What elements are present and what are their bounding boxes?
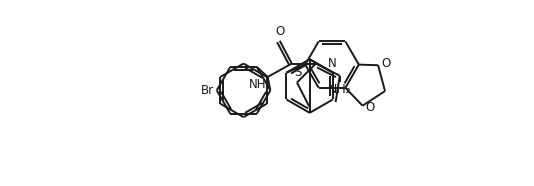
Text: O: O: [365, 101, 375, 114]
Text: O: O: [275, 25, 285, 38]
Text: NH: NH: [249, 78, 266, 91]
Text: Br: Br: [201, 84, 214, 97]
Text: S: S: [294, 65, 302, 78]
Text: N: N: [327, 57, 336, 70]
Text: O: O: [381, 57, 390, 70]
Text: NH₂: NH₂: [328, 83, 352, 96]
